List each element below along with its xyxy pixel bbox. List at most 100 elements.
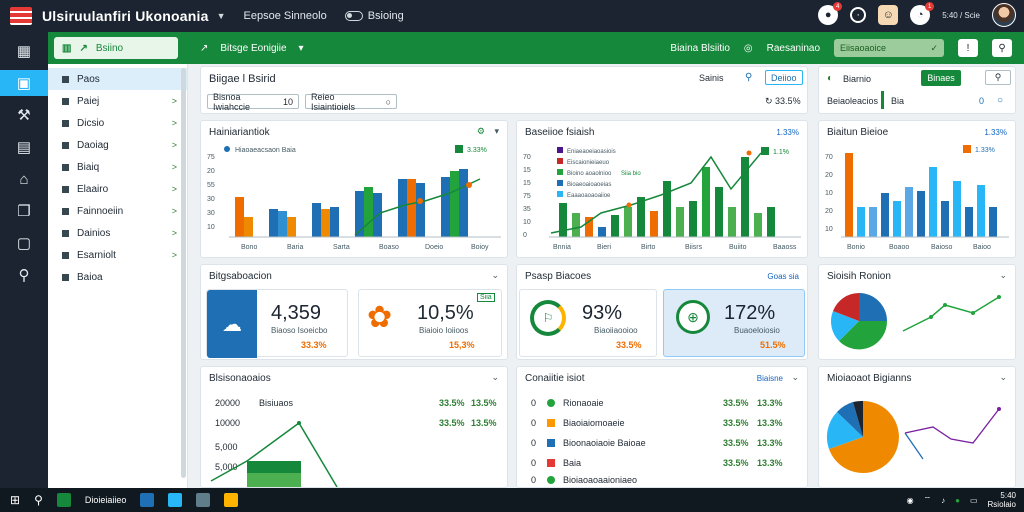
chart-icon[interactable]: ▤ — [16, 139, 32, 156]
clock-icon[interactable]: · — [850, 7, 867, 23]
sidebar-item[interactable]: Daoiag > — [48, 134, 187, 156]
bar — [364, 187, 373, 237]
table-row[interactable]: 0 Biaoiaiomoaeie 33.5% 13.3% — [531, 413, 801, 433]
app-icon[interactable] — [56, 493, 71, 507]
chevron-down-icon[interactable]: ⌄ — [999, 372, 1007, 382]
sidebar-item[interactable]: Elaairo > — [48, 178, 187, 200]
app-icon[interactable] — [224, 493, 239, 507]
header-right-label[interactable]: Sainis — [699, 73, 724, 83]
legend-swatch — [963, 145, 971, 153]
sidebar-item[interactable]: Dainios > — [48, 222, 187, 244]
legend-swatch — [557, 191, 563, 197]
taskbar-app-label[interactable]: Dioieiaiieo — [84, 495, 127, 505]
table-row[interactable]: 0 Baia 33.5% 13.3% — [531, 453, 801, 473]
windows-icon[interactable]: ⊞ — [10, 493, 21, 507]
legend-label: Bioino aoaolnioo — [567, 171, 612, 177]
sidebar-item[interactable]: Baioa — [48, 266, 187, 288]
top-toggle[interactable]: Bsioing — [344, 10, 404, 22]
bar — [857, 207, 865, 237]
bar — [715, 187, 723, 237]
search-icon[interactable]: ⚲ — [34, 493, 43, 507]
top-menu-item[interactable]: Eepsoe Sinneolo — [243, 10, 327, 22]
side-card-button[interactable]: Binaes — [921, 70, 961, 86]
chevron-down-icon[interactable]: ⌄ — [491, 372, 499, 382]
app-icon[interactable] — [168, 493, 183, 507]
chevron-down-icon[interactable]: ▼ — [216, 11, 226, 21]
avatar[interactable] — [992, 3, 1016, 27]
kpi-tile[interactable]: ⊕ 172% Buaoeloiosio 51.5% — [663, 289, 805, 357]
scrollbar[interactable] — [181, 68, 186, 478]
chart-tag: 1.33% — [975, 147, 995, 154]
info-button[interactable]: ! — [958, 39, 978, 57]
toggle-icon[interactable] — [344, 11, 363, 21]
sidebar-item[interactable]: Paiej > — [48, 90, 187, 112]
sidebar-item[interactable]: Dicsio > — [48, 112, 187, 134]
filter-chip[interactable]: Bisnoa Iwiahccie 10 — [207, 92, 299, 112]
header-button[interactable]: Deiioo — [765, 70, 803, 85]
monitor-icon[interactable]: ▢ — [16, 235, 32, 252]
profile-thumb-icon[interactable]: ☺ — [878, 5, 899, 25]
circle-icon[interactable]: ○ — [997, 95, 1004, 106]
kpi-tile[interactable]: ✿ 10,5% Siia Biaioio Ioiioos 15,3% — [358, 289, 502, 357]
files-icon[interactable]: ❐ — [17, 203, 31, 220]
sidebar-item[interactable]: Biaiq > — [48, 156, 187, 178]
tab-main[interactable]: ▥ ↗ Bsiino — [54, 37, 178, 59]
sidebar-item[interactable]: Paos — [48, 68, 187, 90]
chevron-down-icon[interactable]: ▾ — [494, 126, 499, 136]
chevron-right-icon: > — [171, 118, 177, 128]
wifi-icon[interactable]: ⌔ — [923, 495, 932, 504]
toolbar-title[interactable]: ↗ Bitsge Eonigiie ▾ — [200, 43, 304, 54]
document-icon[interactable]: ▣ — [0, 70, 48, 96]
table-row[interactable]: 5,000 — [215, 457, 238, 477]
toggle-label: Bsioing — [367, 10, 404, 22]
side-card-title: Biarnio — [843, 74, 872, 84]
notifications-icon[interactable]: ● 4 — [818, 2, 843, 25]
table-row[interactable]: 10000 33.5% 13.5% — [215, 413, 505, 433]
sidebar-item[interactable]: Fainnoeiin > — [48, 200, 187, 222]
kpi-tile[interactable]: ☁ 4,359 Biaoso Isoeicbo 33.3% — [206, 289, 348, 358]
volume-icon[interactable]: ♪ — [941, 495, 946, 505]
settings-icon[interactable]: ⚙ — [476, 126, 485, 136]
search-button[interactable]: ⚲ — [992, 39, 1012, 57]
toolbar-right-label-2[interactable]: Raesaninao — [766, 42, 820, 54]
table-row[interactable]: 20000 Bisiuaos 33.5% 13.5% — [215, 393, 505, 413]
filter-chip[interactable]: Reieo Isiaintioiels ○ — [305, 92, 397, 112]
pie-card-1: Sioisih Ronion ⌄ — [818, 264, 1016, 360]
app-icon[interactable] — [140, 493, 155, 507]
table-row[interactable]: 0 Bioiaoaoaaioniaeo — [531, 473, 801, 487]
home-icon[interactable]: ⌂ — [19, 170, 29, 188]
row-metric: 33.5% — [439, 418, 465, 428]
x-tick-label: Bono — [241, 244, 257, 251]
chart-tag: 1.1% — [773, 149, 789, 156]
kpi-change: 15,3% — [449, 340, 475, 350]
search-mini[interactable]: ⚲ — [985, 70, 1011, 85]
search-icon[interactable]: ⚲ — [18, 267, 30, 284]
network-icon[interactable]: ◉ — [906, 495, 914, 505]
shield-icon[interactable]: ● — [955, 495, 960, 505]
kpi-change: 51.5% — [760, 340, 786, 350]
pie-slice — [833, 293, 859, 321]
table-row[interactable]: 0 Rionaoaie 33.5% 13.3% — [531, 393, 801, 413]
chevron-down-icon[interactable]: ⌄ — [999, 270, 1007, 280]
chevron-down-icon[interactable]: ⌄ — [791, 372, 799, 382]
app-icon[interactable] — [196, 493, 211, 507]
chevron-down-icon[interactable]: ⌄ — [491, 270, 499, 280]
sidebar-item[interactable]: Esarniolt > — [48, 244, 187, 266]
table-row[interactable]: 5,000 — [215, 437, 238, 457]
clock-icon[interactable]: ◎ — [743, 42, 753, 54]
toolbar-search[interactable]: Eiisaoaoice ✓ — [834, 39, 944, 57]
tools-icon[interactable]: ⚒ — [17, 107, 31, 124]
kpi-tile[interactable]: ⚐ 93% Biaoiiaooioo 33.5% — [519, 289, 657, 357]
alert-icon[interactable]: ◔ 1 — [910, 2, 935, 25]
table-row[interactable]: 0 Bioonaoiaoie Baioae 33.5% 13.3% — [531, 433, 801, 453]
bar — [330, 207, 339, 237]
bar — [702, 167, 710, 237]
row-value: 5,000 — [215, 442, 238, 452]
alert-badge: 1 — [925, 2, 935, 11]
search-icon[interactable]: ⚲ — [745, 72, 753, 83]
grid-icon[interactable]: ▦ — [16, 43, 32, 60]
row-metric: 13.3% — [757, 438, 783, 448]
battery-icon[interactable]: ▭ — [969, 495, 978, 505]
clock[interactable]: 5:40 Rsiolaio — [988, 491, 1016, 509]
chevron-right-icon: > — [171, 228, 177, 238]
